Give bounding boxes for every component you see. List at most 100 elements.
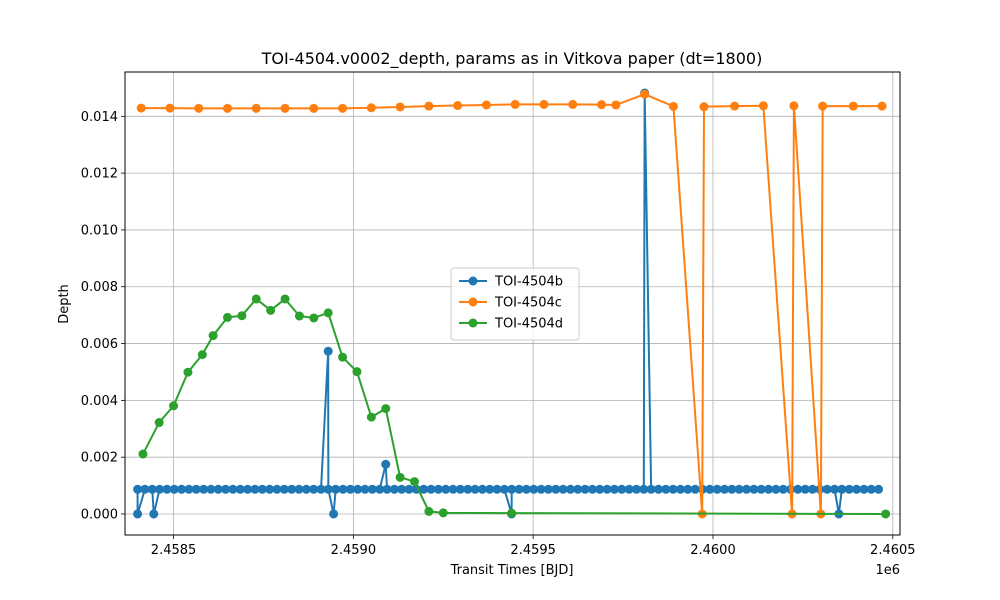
- data-point: [758, 101, 768, 111]
- data-point: [338, 352, 348, 362]
- data-point: [565, 484, 575, 494]
- series-line: [141, 93, 883, 515]
- y-tick-label: 0.012: [81, 167, 118, 182]
- legend-label: TOI-4504b: [494, 275, 563, 290]
- data-point: [331, 484, 341, 494]
- data-point: [609, 484, 619, 494]
- data-point: [345, 484, 355, 494]
- data-point: [338, 103, 348, 113]
- data-point: [323, 308, 333, 318]
- data-point: [272, 484, 282, 494]
- data-point: [235, 484, 245, 494]
- data-point: [699, 102, 709, 112]
- data-point: [481, 100, 491, 110]
- data-point: [639, 484, 649, 494]
- y-tick-label: 0.004: [81, 394, 118, 409]
- y-tick-label: 0.014: [81, 110, 118, 125]
- data-point: [366, 412, 376, 422]
- legend-marker: [468, 318, 478, 328]
- data-point: [568, 99, 578, 109]
- data-point: [617, 484, 627, 494]
- y-axis-label: Depth: [57, 284, 72, 324]
- data-point: [551, 484, 561, 494]
- data-point: [136, 103, 146, 113]
- data-point: [866, 484, 876, 494]
- data-point: [426, 484, 436, 494]
- data-point: [499, 484, 509, 494]
- x-axis-label: Transit Times [BJD]: [450, 563, 574, 578]
- data-point: [309, 103, 319, 113]
- data-point: [448, 484, 458, 494]
- data-point: [404, 484, 414, 494]
- data-point: [800, 484, 810, 494]
- y-tick-label: 0.002: [81, 451, 118, 466]
- data-point: [352, 367, 362, 377]
- data-point: [243, 484, 253, 494]
- data-point: [169, 484, 179, 494]
- y-tick-label: 0.000: [81, 507, 118, 522]
- data-point: [507, 484, 517, 494]
- data-point: [237, 311, 247, 321]
- data-point: [521, 484, 531, 494]
- data-point: [375, 484, 385, 494]
- data-point: [194, 103, 204, 113]
- data-point: [133, 509, 143, 519]
- data-point: [177, 484, 187, 494]
- data-point: [573, 484, 583, 494]
- data-point: [316, 484, 326, 494]
- data-point: [433, 484, 443, 494]
- x-offset-label: 1e6: [875, 563, 900, 578]
- data-point: [463, 484, 473, 494]
- data-point: [492, 484, 502, 494]
- data-point: [424, 101, 434, 111]
- data-point: [294, 311, 304, 321]
- data-point: [712, 484, 722, 494]
- data-point: [221, 484, 231, 494]
- data-point: [690, 484, 700, 494]
- data-point: [514, 484, 524, 494]
- data-point: [543, 484, 553, 494]
- data-point: [675, 484, 685, 494]
- data-point: [329, 509, 339, 519]
- data-point: [184, 484, 194, 494]
- data-point: [140, 484, 150, 494]
- data-point: [822, 484, 832, 494]
- data-point: [279, 484, 289, 494]
- data-point: [208, 331, 218, 341]
- data-point: [265, 484, 275, 494]
- data-point: [287, 484, 297, 494]
- data-point: [730, 101, 740, 111]
- data-point: [558, 484, 568, 494]
- data-point: [149, 509, 159, 519]
- data-point: [764, 484, 774, 494]
- data-point: [705, 484, 715, 494]
- data-point: [257, 484, 267, 494]
- data-point: [539, 99, 549, 109]
- data-point: [789, 101, 799, 111]
- data-point: [213, 484, 223, 494]
- legend-marker: [468, 297, 478, 307]
- data-point: [808, 484, 818, 494]
- data-point: [646, 484, 656, 494]
- x-tick-label: 2.4600: [690, 543, 736, 558]
- data-point: [397, 484, 407, 494]
- data-point: [169, 401, 179, 411]
- data-point: [147, 484, 157, 494]
- legend-entry-toi-4504c: TOI-4504c: [459, 296, 562, 311]
- data-point: [602, 484, 612, 494]
- data-point: [395, 102, 405, 112]
- data-point: [852, 484, 862, 494]
- data-point: [381, 404, 391, 414]
- data-point: [366, 103, 376, 113]
- legend-entry-toi-4504b: TOI-4504b: [459, 275, 563, 290]
- legend-marker: [468, 276, 478, 286]
- data-point: [424, 506, 434, 516]
- data-point: [455, 484, 465, 494]
- data-point: [165, 103, 175, 113]
- data-point: [162, 484, 172, 494]
- x-tick-label: 2.4590: [331, 543, 377, 558]
- data-point: [294, 484, 304, 494]
- data-point: [536, 484, 546, 494]
- data-point: [683, 484, 693, 494]
- data-point: [133, 484, 143, 494]
